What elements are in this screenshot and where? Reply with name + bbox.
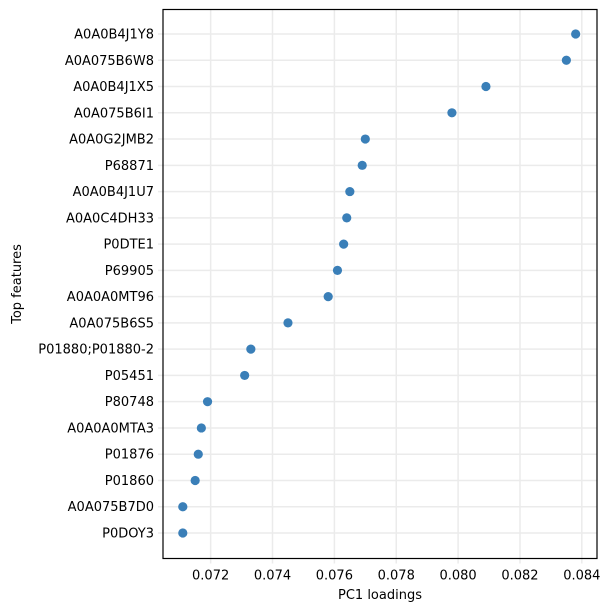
x-tick-label: 0.084 (563, 569, 600, 584)
data-point (561, 55, 571, 65)
y-tick-label: A0A0A0MT96 (67, 290, 154, 305)
y-tick-label: P01880;P01880-2 (38, 343, 154, 358)
data-point (246, 344, 256, 354)
y-tick-label: A0A0A0MTA3 (67, 421, 154, 436)
data-point (339, 239, 349, 249)
x-tick-label: 0.074 (254, 569, 291, 584)
y-tick-label: A0A0B4J1X5 (73, 80, 154, 95)
data-point (571, 29, 581, 39)
y-tick-label: P0DOY3 (102, 527, 154, 542)
y-tick-label: P69905 (105, 264, 154, 279)
data-point (283, 318, 293, 328)
data-point (193, 449, 203, 459)
data-point (345, 186, 355, 197)
y-tick-label: P80748 (105, 395, 154, 410)
y-tick-label: A0A0G2JMB2 (69, 133, 154, 148)
data-point (357, 160, 367, 170)
data-point (202, 397, 213, 407)
y-tick-label: P01876 (105, 448, 154, 463)
x-tick-label: 0.078 (378, 569, 415, 584)
x-tick-label: 0.080 (439, 569, 476, 584)
data-points (178, 29, 581, 538)
x-axis-tick-labels: 0.072 0.074 0.076 0.078 0.080 0.082 0.084 (192, 569, 600, 584)
y-tick-label: A0A0B4J1U7 (73, 185, 154, 200)
y-tick-label: A0A0C4DH33 (66, 211, 154, 226)
data-point (190, 475, 200, 486)
plot-frame (162, 8, 598, 560)
data-point (481, 81, 491, 92)
y-tick-label: A0A075B6I1 (74, 106, 154, 121)
data-point (342, 213, 352, 223)
y-tick-label: A0A075B6W8 (65, 54, 154, 69)
y-tick-label: A0A075B6S5 (69, 316, 154, 331)
data-point (196, 423, 206, 433)
gridlines (158, 9, 597, 564)
y-tick-label: P68871 (105, 159, 154, 174)
data-point (178, 528, 188, 538)
x-axis-label: PC1 loadings (338, 588, 422, 603)
x-tick-label: 0.082 (501, 569, 538, 584)
data-point (332, 265, 343, 275)
data-point (360, 134, 370, 144)
y-axis-tick-labels: A0A0B4J1Y8 A0A075B6W8 A0A0B4J1X5 A0A075B6I1… (38, 28, 154, 542)
data-point (447, 108, 457, 118)
y-tick-label: P01860 (105, 474, 154, 489)
y-axis-label: Top features (10, 244, 25, 325)
y-tick-label: P0DTE1 (103, 238, 154, 253)
x-tick-label: 0.076 (316, 569, 353, 584)
x-tick-label: 0.072 (192, 569, 229, 584)
data-point (178, 502, 188, 512)
y-tick-label: A0A075B7D0 (68, 500, 154, 515)
data-point (240, 370, 250, 381)
data-point (323, 292, 333, 302)
y-tick-label: P05451 (105, 369, 154, 384)
y-tick-label: A0A0B4J1Y8 (74, 28, 154, 43)
